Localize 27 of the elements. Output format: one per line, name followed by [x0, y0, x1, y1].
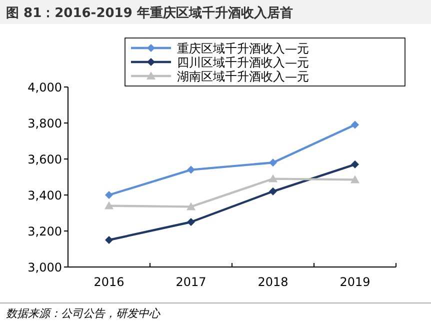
point	[269, 158, 277, 167]
y-tick-label: 3,000	[28, 260, 62, 274]
legend-label: 湖南区域千升酒收入—元	[177, 70, 309, 84]
legend-label: 重庆区域千升酒收入—元	[177, 42, 309, 56]
point	[351, 160, 359, 168]
point	[105, 191, 113, 199]
x-tick-label: 2016	[94, 275, 124, 289]
point	[268, 174, 278, 182]
point	[350, 175, 360, 184]
legend-label: 四川区域千升酒收入—元	[177, 56, 309, 70]
point	[104, 201, 114, 210]
point	[186, 202, 196, 210]
point	[105, 236, 113, 244]
point	[187, 218, 195, 226]
y-tick-label: 3,400	[28, 188, 62, 202]
point	[187, 166, 195, 174]
y-tick-label: 4,000	[28, 80, 62, 94]
point	[351, 120, 359, 129]
chart-title: 图 81：2016-2019 年重庆区域千升酒收入居首	[6, 5, 293, 21]
point	[269, 187, 277, 196]
y-tick-label: 3,200	[28, 224, 62, 238]
y-tick-label: 3,600	[28, 152, 62, 166]
x-tick-label: 2019	[340, 275, 370, 289]
x-tick-label: 2018	[258, 275, 288, 289]
x-tick-label: 2017	[176, 275, 206, 289]
y-tick-label: 3,800	[28, 116, 62, 130]
source-note: 数据来源：公司公告，研发中心	[6, 307, 161, 320]
